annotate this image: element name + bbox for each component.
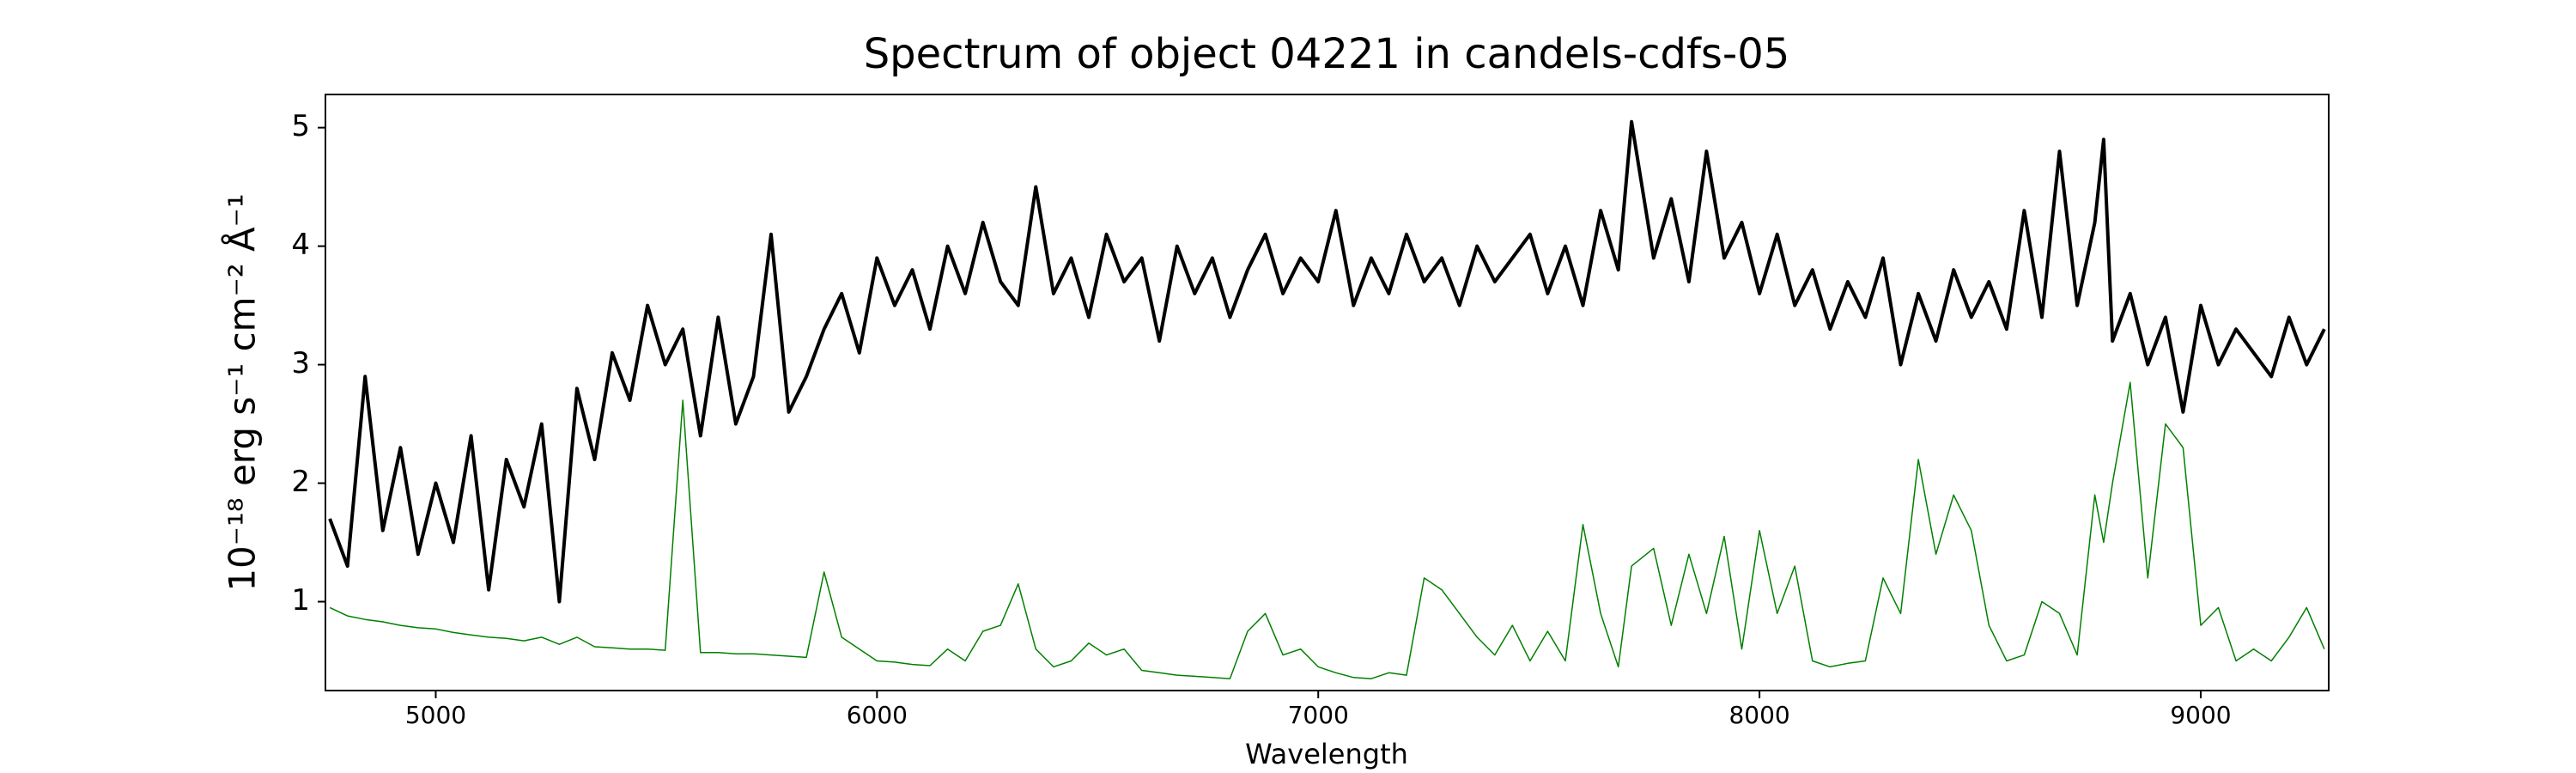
x-axis-label: Wavelength (1245, 738, 1408, 770)
x-tick-label: 8000 (1728, 701, 1789, 729)
x-tick-label: 7000 (1288, 701, 1349, 729)
y-tick-label: 5 (291, 109, 310, 143)
y-tick-label: 1 (291, 583, 310, 618)
x-tick-label: 9000 (2170, 701, 2231, 729)
x-tick-label: 6000 (847, 701, 908, 729)
x-tick-label: 5000 (405, 701, 466, 729)
plot-frame (325, 94, 2330, 691)
y-axis-label: 10⁻¹⁸ erg s⁻¹ cm⁻² Å⁻¹ (221, 193, 264, 591)
spectrum-line (328, 119, 2326, 604)
y-tick-label: 4 (291, 228, 310, 262)
y-tick-label: 3 (291, 346, 310, 380)
spectrum-line (329, 381, 2325, 679)
chart-title: Spectrum of object 04221 in candels-cdfs… (864, 30, 1790, 78)
y-tick-label: 2 (291, 465, 310, 499)
